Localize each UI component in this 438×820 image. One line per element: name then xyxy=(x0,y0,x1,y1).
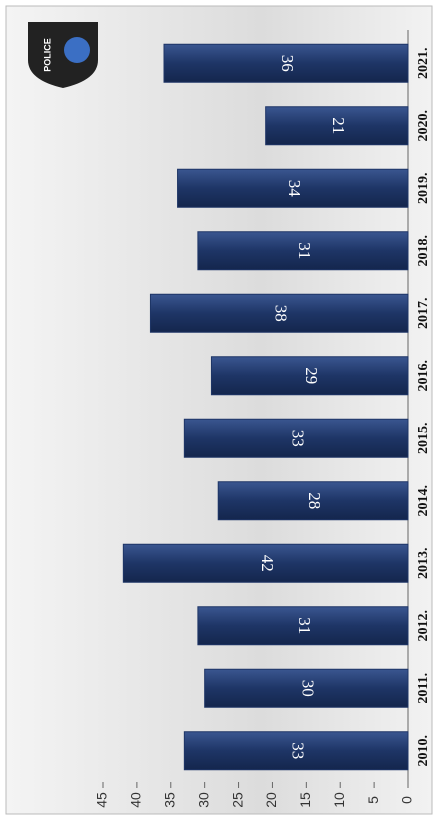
bar xyxy=(183,731,409,771)
category-label: 2016. xyxy=(416,360,431,392)
value-label: 36 xyxy=(278,55,297,72)
x-tick-label: 35 xyxy=(161,792,177,808)
x-tick-label: 5 xyxy=(365,796,381,804)
police-badge: POLICE xyxy=(28,22,98,88)
category-label: 2010. xyxy=(416,735,431,767)
category-label: 2018. xyxy=(416,235,431,267)
category-label: 2013. xyxy=(416,548,431,580)
bar xyxy=(204,668,409,708)
value-label: 34 xyxy=(285,180,304,198)
value-label: 21 xyxy=(329,117,348,134)
category-label: 2017. xyxy=(416,298,431,330)
value-label: 29 xyxy=(302,367,321,384)
value-label: 33 xyxy=(288,430,307,447)
bar xyxy=(122,543,409,583)
x-tick-label: 40 xyxy=(128,792,144,808)
category-label: 2011. xyxy=(416,673,431,704)
value-label: 38 xyxy=(271,305,290,322)
category-label: 2019. xyxy=(416,173,431,205)
bar xyxy=(163,43,409,83)
bar xyxy=(183,418,409,458)
bar xyxy=(197,231,409,271)
bar xyxy=(217,481,409,521)
x-tick-label: 20 xyxy=(263,792,279,808)
x-tick-label: 10 xyxy=(331,792,347,808)
x-tick-label: 0 xyxy=(399,796,415,804)
category-label: 2020. xyxy=(416,110,431,142)
value-label: 31 xyxy=(295,242,314,259)
bar xyxy=(197,606,409,646)
value-label: 42 xyxy=(258,555,277,572)
svg-text:POLICE: POLICE xyxy=(42,38,52,72)
x-tick-label: 30 xyxy=(195,792,211,808)
value-label: 31 xyxy=(295,617,314,634)
bar xyxy=(265,106,409,146)
category-label: 2015. xyxy=(416,423,431,455)
bar xyxy=(177,168,409,208)
category-label: 2012. xyxy=(416,610,431,642)
x-tick-label: 15 xyxy=(297,792,313,808)
value-label: 30 xyxy=(298,680,317,697)
bar xyxy=(149,293,409,333)
x-tick-label: 45 xyxy=(94,792,110,808)
x-tick-label: 25 xyxy=(229,792,245,808)
category-label: 2021. xyxy=(416,48,431,80)
value-label: 28 xyxy=(305,492,324,509)
category-label: 2014. xyxy=(416,485,431,517)
value-label: 33 xyxy=(288,742,307,759)
bar xyxy=(210,356,409,396)
